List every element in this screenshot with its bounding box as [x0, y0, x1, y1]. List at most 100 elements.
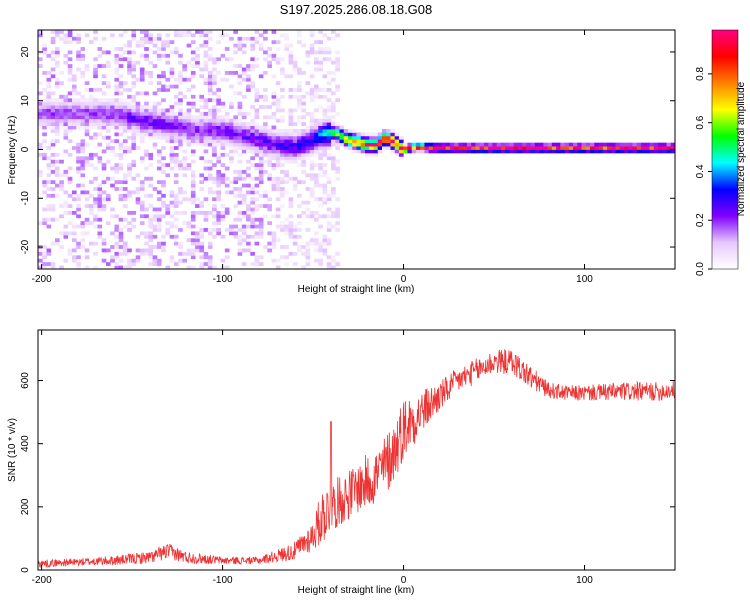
heatmap-cell-2179 [335, 262, 340, 266]
heatmap-cell-9 [38, 142, 43, 147]
heatmap-cell-1547 [250, 251, 255, 256]
heatmap-cell-1892 [297, 214, 302, 219]
heatmap-cell-861 [156, 180, 162, 185]
heatmap-cell-1621 [258, 231, 264, 236]
heatmap-cell-2319 [420, 146, 425, 150]
heatmap-cell-534 [114, 125, 120, 130]
heatmap-cell-1380 [224, 152, 230, 157]
heatmap-cell-1717 [271, 163, 277, 167]
heatmap-cell-152 [59, 245, 64, 249]
heatmap-cell-1882 [292, 94, 298, 99]
heatmap-cell-2331 [437, 146, 442, 150]
heatmap-cell-524 [114, 224, 120, 229]
heatmap-cell-660 [131, 262, 137, 266]
heatmap-cell-1434 [233, 132, 238, 137]
heatmap-cell-1832 [288, 221, 294, 226]
heatmap-cell-1255 [207, 129, 213, 133]
heatmap-cell-2276 [381, 135, 387, 140]
heatmap-cell-1184 [199, 135, 205, 140]
heatmap-cell-2355 [471, 146, 476, 150]
heatmap-cell-753 [139, 30, 145, 34]
heatmap-cell-349 [84, 105, 90, 109]
heatmap-cell-933 [165, 111, 171, 116]
heatmap-cell-92 [50, 193, 56, 198]
heatmap-cell-2171 [331, 105, 336, 109]
heatmap-cell-1243 [207, 228, 213, 232]
heatmap-cell-2281 [386, 139, 391, 144]
heatmap-cell-979 [173, 224, 179, 229]
heatmap-cell-51 [42, 70, 47, 75]
heatmap-cell-1890 [297, 228, 302, 232]
heatmap-cell-1456 [237, 190, 243, 195]
heatmap-cell-2370 [492, 146, 498, 150]
heatmap-cell-1592 [254, 183, 260, 188]
heatmap-cell-1761 [275, 108, 281, 113]
heatmap-cell-291 [76, 57, 81, 62]
heatmap-cell-2487 [658, 146, 663, 150]
heatmap-cell-191 [63, 118, 69, 123]
heatmap-cell-624 [122, 30, 128, 34]
heatmap-cell-1743 [275, 207, 281, 212]
heatmap-cell-85 [46, 53, 52, 58]
heatmap-cell-2353 [466, 142, 472, 147]
spectrogram-x-label: Height of straight line (km) [298, 284, 415, 295]
heatmap-cell-1119 [190, 152, 196, 157]
heatmap-cell-1887 [297, 248, 302, 253]
heatmap-cell-1995 [309, 122, 315, 126]
heatmap-cell-507 [110, 122, 115, 126]
heatmap-cell-1375 [224, 207, 230, 212]
heatmap-cell-2133 [326, 132, 332, 137]
heatmap-cell-1267 [207, 77, 213, 82]
heatmap-cell-2174 [331, 77, 336, 82]
heatmap-cell-2405 [543, 149, 548, 154]
heatmap-cell-1578 [250, 43, 255, 48]
heatmap-cell-222 [67, 108, 73, 113]
heatmap-cell-116 [50, 40, 56, 45]
heatmap-cell-1462 [237, 152, 243, 157]
heatmap-cell-2180 [335, 251, 340, 256]
heatmap-cell-1443 [233, 50, 238, 55]
heatmap-cell-185 [63, 149, 69, 154]
heatmap-cell-652 [127, 70, 132, 75]
heatmap-cell-44 [42, 115, 47, 120]
heatmap-cell-416 [97, 207, 103, 212]
heatmap-cell-231 [67, 57, 73, 62]
heatmap-cell-1931 [301, 149, 306, 154]
heatmap-cell-2035 [314, 91, 319, 96]
heatmap-cell-1084 [186, 125, 192, 130]
heatmap-cell-2036 [314, 88, 319, 92]
heatmap-cell-902 [161, 122, 166, 126]
heatmap-cell-2151 [331, 255, 336, 260]
heatmap-cell-1965 [305, 132, 311, 137]
heatmap-cell-1083 [186, 129, 192, 133]
heatmap-cell-956 [169, 152, 175, 157]
heatmap-cell-381 [93, 251, 98, 256]
heatmap-cell-636 [127, 166, 132, 171]
heatmap-cell-885 [161, 245, 166, 249]
heatmap-cell-321 [80, 98, 86, 103]
heatmap-cell-362 [88, 193, 94, 198]
heatmap-cell-1992 [309, 132, 315, 137]
heatmap-cell-281 [76, 122, 81, 126]
heatmap-cell-598 [122, 217, 128, 222]
heatmap-cell-749 [139, 53, 145, 58]
heatmap-cell-982 [173, 204, 179, 208]
heatmap-cell-960 [169, 135, 175, 140]
heatmap-cell-2430 [577, 146, 582, 150]
heatmap-cell-728 [139, 187, 145, 191]
heatmap-cell-1024 [178, 135, 183, 140]
heatmap-cell-1848 [288, 122, 294, 126]
heatmap-cell-2224 [348, 135, 353, 140]
heatmap-cell-2312 [411, 149, 417, 154]
heatmap-cell-1546 [250, 262, 255, 266]
heatmap-cell-1585 [254, 231, 260, 236]
heatmap-cell-253 [71, 101, 77, 106]
heatmap-cell-1647 [258, 74, 264, 79]
heatmap-cell-1866 [292, 224, 298, 229]
heatmap-cell-1406 [229, 139, 234, 144]
heatmap-cell-697 [135, 248, 141, 253]
heatmap-cell-2313 [411, 146, 417, 150]
heatmap-cell-798 [148, 183, 154, 188]
heatmap-cell-745 [139, 77, 145, 82]
heatmap-cell-2399 [534, 149, 540, 154]
